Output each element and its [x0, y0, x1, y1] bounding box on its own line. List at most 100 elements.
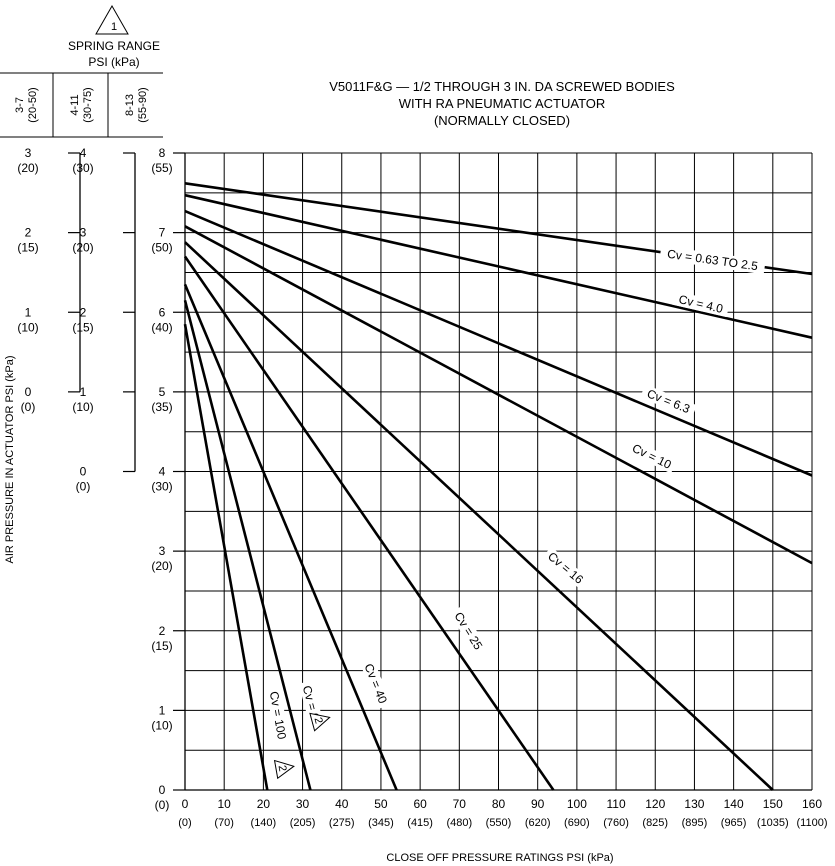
note-marker-number: 2 [311, 716, 324, 725]
spring-range-units: PSI (kPa) [88, 55, 139, 69]
spring-scale-tick-kpa: (0) [76, 480, 91, 494]
x-tick-label-kpa: (275) [329, 817, 355, 829]
spring-scale-tick-kpa: (30) [72, 161, 93, 175]
x-tick-label-psi: 70 [453, 797, 467, 811]
x-tick-label-psi: 40 [335, 797, 349, 811]
x-axis-title: CLOSE OFF PRESSURE RATINGS PSI (kPa) [386, 852, 613, 864]
x-tick-label-psi: 50 [374, 797, 388, 811]
spring-scale-tick-psi: 1 [159, 703, 166, 717]
spring-scale-tick-kpa: (35) [151, 400, 172, 414]
x-tick-label-psi: 80 [492, 797, 506, 811]
series-label: Cv = 0.63 TO 2.5 [666, 247, 759, 274]
x-tick-label-psi: 160 [802, 797, 822, 811]
x-tick-label-kpa: (415) [407, 817, 433, 829]
spring-scale-tick-kpa: (20) [151, 559, 172, 573]
x-tick-label-kpa: (1100) [797, 817, 828, 829]
x-tick-label-psi: 90 [531, 797, 545, 811]
spring-scale-tick-psi: 2 [25, 226, 32, 240]
spring-scale-tick-psi: 3 [159, 544, 166, 558]
spring-scale-tick-psi: 7 [159, 226, 166, 240]
note-marker-number: 2 [276, 764, 289, 772]
series-label-background [266, 686, 290, 744]
spring-scale-tick-psi: 8 [159, 146, 166, 160]
spring-scale-tick-kpa: (15) [17, 241, 38, 255]
spring-scale-tick-psi: 4 [80, 146, 87, 160]
x-tick-label-kpa: (550) [486, 817, 512, 829]
spring-scale-range-psi: 3-7 [14, 97, 26, 113]
spring-range-label: SPRING RANGE [68, 39, 160, 53]
series-label-background [359, 657, 392, 710]
x-tick-label-kpa: (205) [290, 817, 316, 829]
x-tick-label-kpa: (620) [525, 817, 551, 829]
spring-scale-tick-kpa: (55) [151, 161, 172, 175]
x-tick-label-psi: 0 [182, 797, 189, 811]
x-tick-label-kpa: (825) [642, 817, 668, 829]
x-tick-label-kpa: (965) [721, 817, 747, 829]
x-tick-label-kpa: (70) [214, 817, 234, 829]
spring-scale-tick-psi: 3 [80, 226, 87, 240]
note-triangle-2 [273, 759, 295, 780]
x-tick-label-kpa: (140) [251, 817, 277, 829]
y-axis-title: AIR PRESSURE IN ACTUATOR PSI (kPa) [4, 355, 16, 563]
spring-scale-tick-kpa: (10) [17, 320, 38, 334]
series-line [183, 323, 269, 791]
x-tick-label-kpa: (760) [603, 817, 629, 829]
x-tick-label-psi: 140 [724, 797, 744, 811]
spring-scale-tick-kpa: (0) [21, 400, 36, 414]
spring-scale-range-psi: 8-13 [124, 94, 136, 116]
series-label: Cv = 6.3 [645, 386, 692, 416]
spring-scale-tick-psi: 1 [25, 305, 32, 319]
note-triangle-1 [95, 4, 129, 35]
spring-scale-range-kpa: (55-90) [137, 87, 149, 122]
spring-scale-tick-psi: 0 [80, 465, 87, 479]
series-line [184, 225, 813, 565]
spring-scale-tick-psi: 0 [25, 385, 32, 399]
series-label: Cv = 16 [545, 549, 586, 587]
note-number: 1 [111, 21, 117, 33]
series-label: Cv = 10 [630, 441, 674, 472]
spring-scale-tick-psi: 1 [80, 385, 87, 399]
spring-scale-tick-kpa: (10) [151, 718, 172, 732]
x-tick-label-kpa: (345) [368, 817, 394, 829]
spring-scale-tick-kpa: (15) [151, 639, 172, 653]
series-label-background [640, 384, 697, 419]
spring-scale-tick-psi: 5 [159, 385, 166, 399]
x-tick-label-psi: 20 [257, 797, 271, 811]
series-label: Cv = 40 [361, 662, 390, 706]
x-tick-label-psi: 60 [413, 797, 427, 811]
spring-scale-tick-kpa: (10) [72, 400, 93, 414]
x-tick-label-kpa: (1035) [757, 817, 789, 829]
x-tick-label-psi: 30 [296, 797, 310, 811]
spring-scale-range-kpa: (30-75) [82, 87, 94, 122]
series-line [183, 283, 398, 791]
x-tick-label-psi: 100 [567, 797, 587, 811]
x-tick-label-psi: 150 [763, 797, 783, 811]
spring-scale-tick-kpa: (20) [72, 241, 93, 255]
x-tick-label-kpa: (0) [178, 817, 191, 829]
series-line [183, 255, 555, 791]
x-tick-label-psi: 120 [645, 797, 665, 811]
series-label-background [449, 606, 488, 656]
spring-scale-tick-kpa: (50) [151, 241, 172, 255]
series-line [184, 209, 813, 477]
spring-scale-tick-kpa: (0) [155, 798, 170, 812]
spring-scale-tick-kpa: (30) [151, 480, 172, 494]
series-line [184, 241, 774, 791]
x-tick-label-kpa: (895) [682, 817, 708, 829]
spring-scale-tick-kpa: (15) [72, 320, 93, 334]
spring-scale-tick-psi: 3 [25, 146, 32, 160]
spring-scale-tick-psi: 0 [159, 783, 166, 797]
spring-scale-range-psi: 4-11 [69, 94, 81, 115]
spring-scale-range-kpa: (20-50) [27, 87, 39, 122]
series-line [184, 193, 813, 339]
series-label-background [542, 546, 589, 590]
chart-title-line: WITH RA PNEUMATIC ACTUATOR [399, 96, 606, 111]
series-label-background [672, 291, 730, 318]
series-label-background [659, 245, 766, 275]
spring-scale-tick-kpa: (20) [17, 161, 38, 175]
x-tick-label-kpa: (690) [564, 817, 590, 829]
spring-scale-tick-psi: 6 [159, 305, 166, 319]
x-tick-label-psi: 110 [606, 797, 625, 811]
spring-scale-tick-psi: 2 [80, 305, 87, 319]
